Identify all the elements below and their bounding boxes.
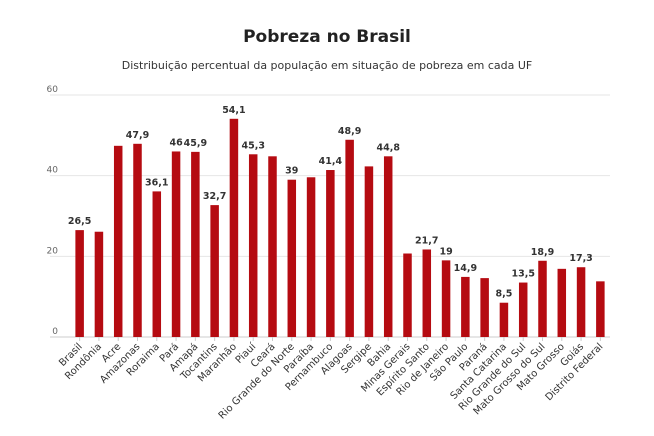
bar xyxy=(248,154,258,337)
bar xyxy=(480,278,489,337)
chart-title: Pobreza no Brasil xyxy=(243,27,411,47)
data-label: 48,9 xyxy=(338,126,361,137)
bar xyxy=(306,177,316,337)
bar xyxy=(326,170,335,337)
data-label: 39 xyxy=(285,166,298,177)
data-label: 26,5 xyxy=(68,216,91,227)
bar xyxy=(345,139,354,337)
bar xyxy=(133,143,142,337)
bar xyxy=(499,302,509,337)
bar xyxy=(94,231,104,337)
data-label: 47,9 xyxy=(126,130,149,141)
bar xyxy=(229,118,239,338)
bar xyxy=(383,156,393,337)
bar xyxy=(113,145,123,337)
bar xyxy=(596,281,605,337)
y-axis: 0 20 40 60 xyxy=(47,85,59,337)
data-label: 19 xyxy=(439,246,452,257)
bar xyxy=(210,205,219,337)
data-label: 17,3 xyxy=(569,253,592,264)
bar xyxy=(576,267,586,337)
bar xyxy=(75,230,84,337)
bar xyxy=(191,151,200,337)
bar xyxy=(268,156,277,337)
bar xyxy=(287,179,297,337)
bar xyxy=(364,166,374,337)
data-labels: 26,5 47,9 36,1 46 45,9 32,7 54,1 45,3 39 41,4 48,9… xyxy=(68,105,593,300)
data-label: 8,5 xyxy=(496,289,513,300)
data-label: 46 xyxy=(169,137,183,148)
data-label: 32,7 xyxy=(203,191,226,202)
data-label: 41,4 xyxy=(319,156,343,167)
bar xyxy=(557,268,567,337)
data-label: 18,9 xyxy=(531,247,554,258)
bar xyxy=(403,253,412,337)
data-label: 45,3 xyxy=(241,140,264,151)
bar xyxy=(461,276,470,337)
bar xyxy=(518,282,528,337)
y-tick-label: 20 xyxy=(47,246,59,256)
data-label: 14,9 xyxy=(454,263,477,274)
bar xyxy=(441,260,451,337)
bar xyxy=(422,249,432,337)
data-label: 13,5 xyxy=(511,269,534,280)
chart-subtitle: Distribuição percentual da população em … xyxy=(121,59,533,72)
bars xyxy=(75,118,605,338)
data-label: 44,8 xyxy=(376,142,400,153)
y-tick-label: 40 xyxy=(47,166,59,176)
y-tick-label: 0 xyxy=(52,327,58,337)
bar xyxy=(152,191,162,337)
data-label: 45,9 xyxy=(184,138,207,149)
data-label: 54,1 xyxy=(222,105,245,116)
y-tick-label: 60 xyxy=(47,85,59,95)
bar xyxy=(171,151,181,337)
data-label: 21,7 xyxy=(415,235,438,246)
bar xyxy=(538,260,547,337)
data-label: 36,1 xyxy=(145,177,168,188)
x-axis: BrasilRondôniaAcreAmazonasRoraimaParáAma… xyxy=(57,337,605,422)
